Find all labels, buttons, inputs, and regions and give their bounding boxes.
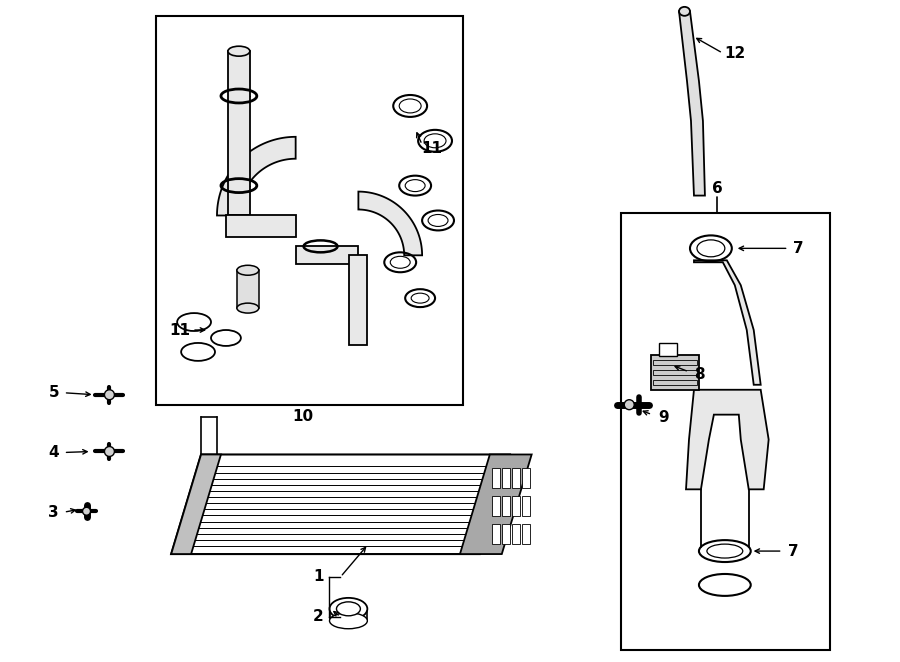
Polygon shape — [460, 455, 532, 554]
Text: 6: 6 — [712, 181, 723, 196]
Text: 9: 9 — [658, 410, 669, 425]
Bar — [228, 51, 250, 216]
Ellipse shape — [428, 214, 448, 226]
Polygon shape — [358, 191, 422, 256]
Ellipse shape — [337, 602, 360, 616]
Ellipse shape — [679, 7, 690, 16]
Polygon shape — [694, 260, 760, 385]
Bar — [512, 496, 519, 516]
Circle shape — [83, 507, 91, 515]
Bar — [491, 469, 500, 489]
Ellipse shape — [228, 46, 250, 56]
Bar — [522, 469, 530, 489]
Bar — [349, 256, 367, 345]
Bar — [621, 214, 831, 649]
Text: 3: 3 — [49, 504, 59, 520]
Text: 10: 10 — [292, 409, 313, 424]
Text: 5: 5 — [49, 385, 59, 401]
Ellipse shape — [424, 134, 446, 148]
Ellipse shape — [697, 240, 724, 257]
Ellipse shape — [411, 293, 429, 303]
Text: 11: 11 — [421, 141, 443, 156]
Bar — [653, 360, 697, 365]
Polygon shape — [217, 137, 296, 216]
Text: 7: 7 — [793, 241, 804, 256]
Circle shape — [625, 400, 634, 410]
Text: 7: 7 — [788, 544, 799, 559]
Polygon shape — [171, 455, 221, 554]
Bar — [522, 524, 530, 544]
Bar — [157, 17, 463, 404]
Polygon shape — [171, 455, 509, 554]
Text: 2: 2 — [313, 609, 324, 624]
Text: 4: 4 — [49, 445, 59, 460]
Bar — [652, 355, 699, 390]
Bar — [491, 524, 500, 544]
Bar — [502, 496, 509, 516]
Ellipse shape — [400, 99, 421, 113]
Bar — [653, 370, 697, 375]
Text: 8: 8 — [694, 367, 705, 383]
Ellipse shape — [237, 265, 259, 275]
Ellipse shape — [329, 613, 367, 629]
Text: 1: 1 — [313, 569, 324, 585]
Ellipse shape — [391, 256, 410, 268]
Text: 11: 11 — [169, 322, 191, 338]
Polygon shape — [686, 390, 769, 489]
Bar — [226, 216, 296, 238]
Bar — [502, 524, 509, 544]
Ellipse shape — [405, 179, 425, 191]
Bar — [512, 469, 519, 489]
Bar — [502, 469, 509, 489]
Polygon shape — [679, 11, 705, 195]
Circle shape — [104, 446, 114, 457]
Bar — [237, 270, 259, 308]
Bar — [491, 496, 500, 516]
Circle shape — [104, 390, 114, 400]
Ellipse shape — [706, 544, 742, 558]
Bar — [653, 380, 697, 385]
Ellipse shape — [329, 598, 367, 620]
Ellipse shape — [237, 303, 259, 313]
Bar — [659, 343, 677, 356]
Bar — [512, 524, 519, 544]
Text: 12: 12 — [724, 46, 745, 61]
Bar — [296, 246, 358, 264]
Bar — [522, 496, 530, 516]
